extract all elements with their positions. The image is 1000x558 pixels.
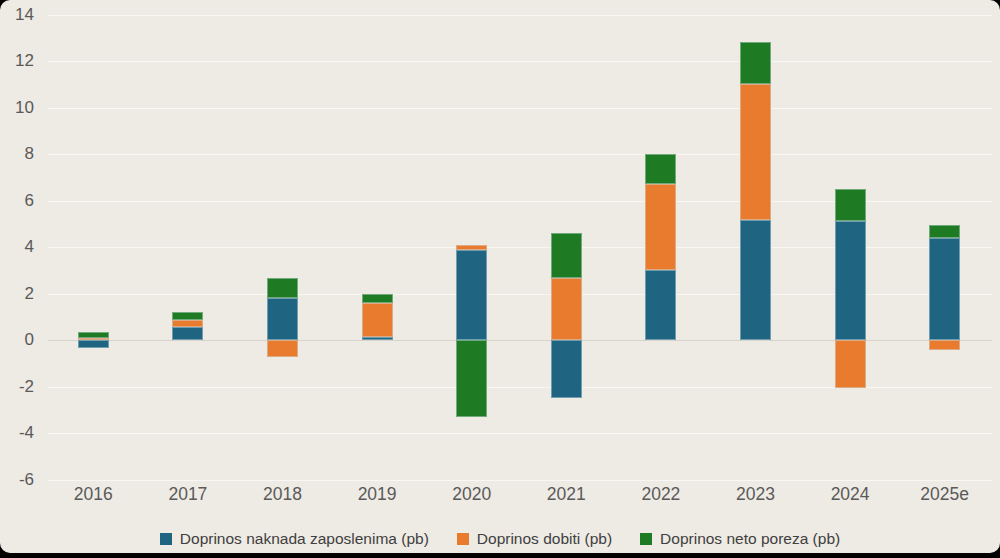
bar-segment bbox=[740, 42, 771, 84]
bar-segment bbox=[929, 225, 960, 238]
bar-segment bbox=[929, 340, 960, 350]
legend-label-naknade: Doprinos naknada zaposlenima (pb) bbox=[180, 530, 429, 548]
plot-area: 14 12 10 8 6 4 2 0 -2 -4 -6 2016 2017 2018 2019 2020 202… bbox=[0, 0, 1000, 520]
y-axis-label: 2 bbox=[0, 284, 34, 304]
bar-segment bbox=[267, 278, 298, 298]
gridline bbox=[48, 15, 992, 16]
bar-segment bbox=[835, 221, 866, 340]
bar-segment bbox=[929, 238, 960, 340]
legend-item-dobit: Doprinos dobiti (pb) bbox=[457, 530, 612, 548]
y-axis-label: 4 bbox=[0, 237, 34, 257]
bar-segment bbox=[456, 250, 487, 340]
bar-segment bbox=[645, 270, 676, 340]
y-axis-label: 14 bbox=[0, 5, 34, 25]
bar-segment bbox=[172, 312, 203, 320]
x-axis-label: 2022 bbox=[621, 484, 701, 506]
x-axis-label: 2020 bbox=[432, 484, 512, 506]
bar-segment bbox=[835, 340, 866, 388]
y-axis-label: 0 bbox=[0, 330, 34, 350]
x-axis-label: 2024 bbox=[810, 484, 890, 506]
x-axis-label: 2019 bbox=[337, 484, 417, 506]
gridline bbox=[48, 480, 992, 481]
bar-segment bbox=[362, 337, 393, 340]
legend-swatch-blue-icon bbox=[160, 533, 172, 545]
chart-surface: 14 12 10 8 6 4 2 0 -2 -4 -6 2016 2017 2018 2019 2020 202… bbox=[0, 0, 1000, 553]
bar-segment bbox=[551, 278, 582, 340]
x-axis-label: 2021 bbox=[526, 484, 606, 506]
legend-label-dobit: Doprinos dobiti (pb) bbox=[477, 530, 612, 548]
legend-item-naknade: Doprinos naknada zaposlenima (pb) bbox=[160, 530, 429, 548]
gridline bbox=[48, 61, 992, 62]
gridline bbox=[48, 108, 992, 109]
legend-swatch-green-icon bbox=[640, 533, 652, 545]
bar-segment bbox=[645, 154, 676, 184]
bar-segment bbox=[740, 220, 771, 340]
bar-segment bbox=[172, 320, 203, 327]
bar-segment bbox=[835, 189, 866, 222]
bar-segment bbox=[740, 84, 771, 220]
y-axis-label: 10 bbox=[0, 98, 34, 118]
x-axis-label: 2017 bbox=[148, 484, 228, 506]
gridline bbox=[48, 433, 992, 434]
bar-segment bbox=[456, 245, 487, 251]
bar-segment bbox=[362, 294, 393, 303]
x-axis-label: 2016 bbox=[53, 484, 133, 506]
x-axis-label: 2018 bbox=[243, 484, 323, 506]
bar-segment bbox=[456, 340, 487, 417]
y-axis-label: 8 bbox=[0, 144, 34, 164]
bar-segment bbox=[78, 340, 109, 348]
bar-segment bbox=[551, 233, 582, 278]
bar-segment bbox=[78, 338, 109, 340]
bar-segment bbox=[551, 340, 582, 398]
bar-segment bbox=[267, 340, 298, 357]
x-axis-label: 2025e bbox=[905, 484, 985, 506]
x-axis-label: 2023 bbox=[716, 484, 796, 506]
legend-label-porezi: Doprinos neto poreza (pb) bbox=[660, 530, 840, 548]
bar-segment bbox=[267, 298, 298, 340]
bar-segment bbox=[362, 303, 393, 337]
legend-item-porezi: Doprinos neto poreza (pb) bbox=[640, 530, 840, 548]
bar-segment bbox=[645, 184, 676, 270]
y-axis-label: -4 bbox=[0, 423, 34, 443]
screenshot-frame: 14 12 10 8 6 4 2 0 -2 -4 -6 2016 2017 2018 2019 2020 202… bbox=[0, 0, 1000, 558]
legend-swatch-orange-icon bbox=[457, 533, 469, 545]
y-axis-label: 6 bbox=[0, 191, 34, 211]
gridline bbox=[48, 154, 992, 155]
bar-segment bbox=[78, 332, 109, 338]
y-axis-label: -2 bbox=[0, 377, 34, 397]
y-axis-label: 12 bbox=[0, 51, 34, 71]
bar-segment bbox=[172, 327, 203, 340]
y-axis-label: -6 bbox=[0, 470, 34, 490]
chart-legend: Doprinos naknada zaposlenima (pb) Doprin… bbox=[0, 527, 1000, 551]
